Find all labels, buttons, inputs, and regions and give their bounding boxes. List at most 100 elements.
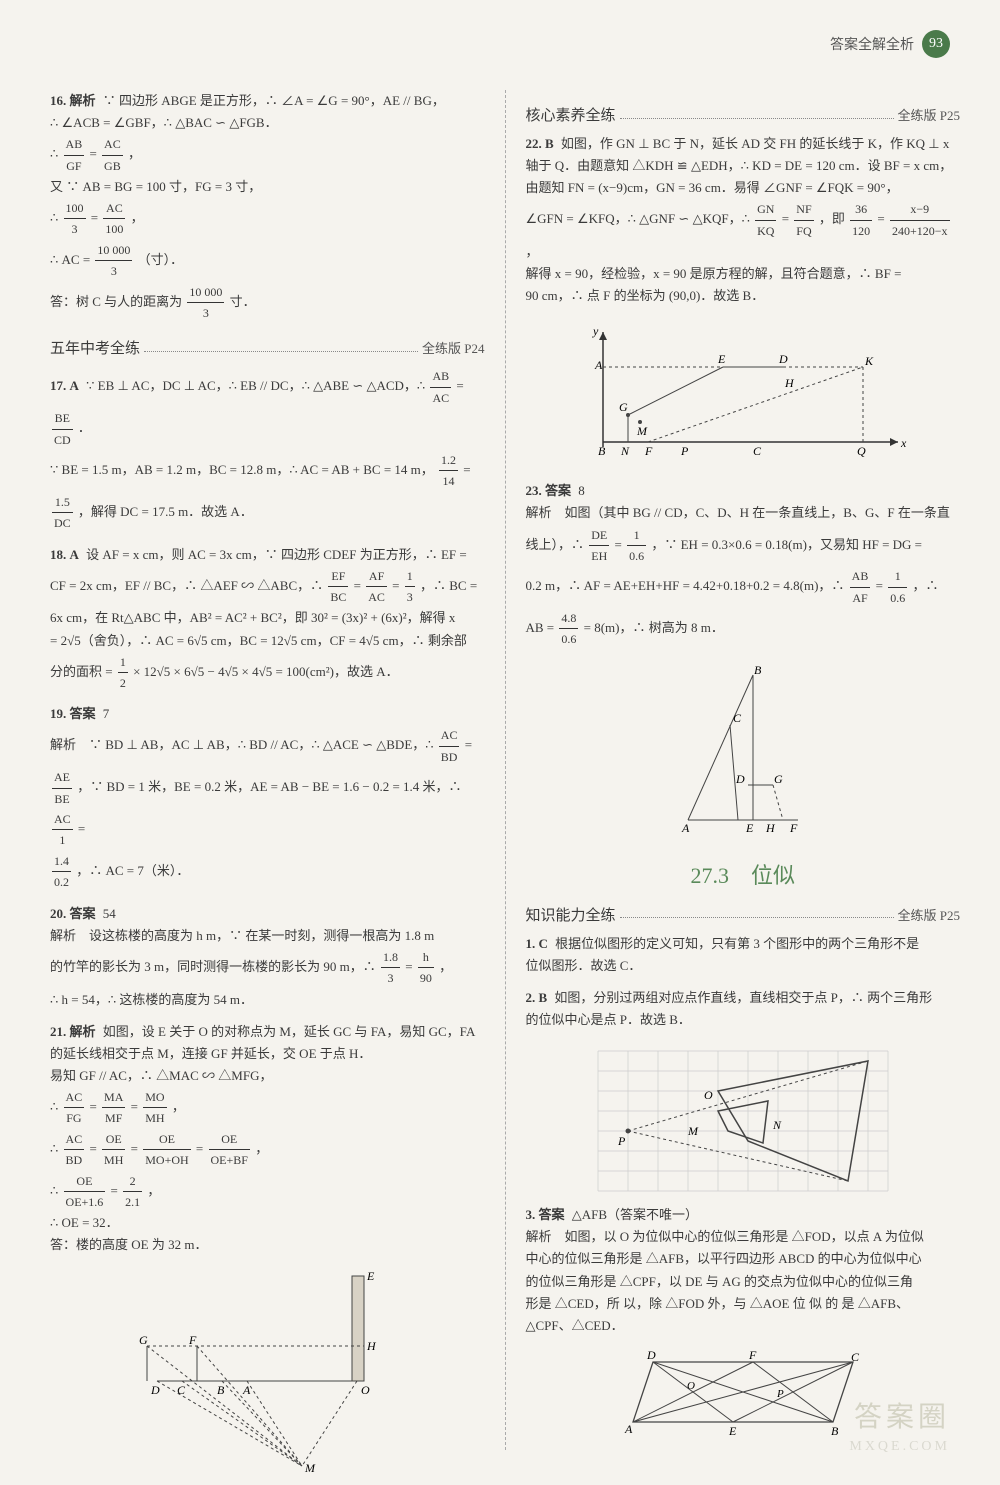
svg-text:C: C (851, 1350, 860, 1364)
q20-l2a: 的竹竿的影长为 3 m，同时测得一栋楼的影长为 90 m，∴ (50, 959, 379, 974)
secknow-ref: 全练版 P25 (898, 905, 960, 924)
q21-l4d: ， (172, 1099, 185, 1114)
svg-text:A: A (681, 821, 690, 835)
q21-l5a: ∴ (50, 1141, 62, 1156)
q18-l4: = 2√5（舍负），∴ AC = 6√5 cm，BC = 12√5 cm，CF … (50, 633, 467, 648)
svg-text:H: H (366, 1339, 377, 1353)
svg-text:Q: Q (857, 444, 866, 458)
watermark-line2: MXQE.COM (849, 1439, 950, 1455)
q19-l2c: = (78, 821, 85, 836)
q18-l2a: CF = 2x cm，EF // BC，∴ △AEF ∽ △ABC，∴ (50, 578, 326, 593)
svg-text:G: G (139, 1333, 148, 1347)
svg-text:K: K (864, 354, 874, 368)
q16-l7b: 寸． (230, 294, 256, 309)
sec5-title: 五年中考全练 (50, 337, 140, 358)
q20-l2c: ， (439, 959, 452, 974)
q22-f1: GNKQ (755, 199, 776, 241)
q21-f9: 22.1 (123, 1171, 142, 1213)
q20-f1: 1.83 (381, 947, 400, 989)
q1-l1: 根据位似图形的定义可知，只有第 3 个图形中的两个三角形不是 (555, 936, 919, 951)
q17-f4: 1.5DC (52, 492, 73, 534)
svg-text:P: P (680, 444, 689, 458)
svg-text:F: F (789, 821, 798, 835)
q21-l2: 的延长线相交于点 M，连接 GF 并延长，交 OE 于点 H． (50, 1046, 371, 1061)
svg-text:M: M (687, 1124, 699, 1138)
watermark-line1: 答案圈 (849, 1395, 950, 1435)
q22-l2: 轴于 Q．由题意知 △KDH ≌ △EDH，∴ KD = DE = 120 cm… (526, 158, 953, 173)
q23-f4: 10.6 (888, 566, 907, 608)
q17-l1b: = (456, 378, 463, 393)
chapter-27-3: 27.3 位似 (526, 858, 961, 890)
q21-l6b: = (111, 1182, 122, 1197)
question-23: 23. 答案 8 解析 如图（其中 BG // CD，C、D、H 在一条直线上，… (526, 480, 961, 650)
q23-f1: DEEH (589, 525, 609, 567)
q16-f2: ACGB (102, 134, 123, 176)
q23-l4b: = 8(m)，∴ 树高为 8 m． (584, 620, 724, 635)
question-3: 3. 答案 △AFB（答案不唯一） 解析 如图，以 O 为位似中心的位似三角形是… (526, 1204, 961, 1337)
q19-f4: 1.40.2 (52, 851, 71, 893)
q21-f1: ACFG (64, 1087, 85, 1129)
svg-text:O: O (687, 1380, 695, 1392)
secknow-dots (620, 910, 894, 918)
q18-f1: EFBC (328, 566, 348, 608)
question-17: 17. A ∵ EB ⊥ AC，DC ⊥ AC，∴ EB // DC，∴ △AB… (50, 366, 485, 533)
svg-text:B: B (831, 1424, 839, 1438)
svg-text:M: M (304, 1461, 316, 1475)
section-core: 核心素养全练 全练版 P25 (526, 104, 961, 125)
svg-text:C: C (753, 444, 762, 458)
q16-num: 16. (50, 93, 66, 108)
q23-f3: ABAF (850, 566, 871, 608)
q23-l2c: ，∵ EH = 0.3×0.6 = 0.18(m)，又易知 HF = DG = (651, 536, 922, 551)
q22-num: 22. (526, 136, 542, 151)
q23-l2b: = (615, 536, 626, 551)
q23-l2a: 线上），∴ (526, 536, 588, 551)
q3-l5: △CPF、△CED． (526, 1318, 624, 1333)
watermark: 答案圈 MXQE.COM (849, 1395, 950, 1455)
q19-f3: AC1 (52, 809, 73, 851)
svg-text:B: B (754, 663, 762, 677)
q23-l4a: AB = (526, 620, 558, 635)
secknow-title: 知识能力全练 (526, 904, 616, 925)
q20-num: 20. (50, 906, 66, 921)
q17-num: 17. (50, 378, 66, 393)
q2-num: 2. (526, 990, 536, 1005)
svg-text:E: E (717, 352, 726, 366)
q18-l2c: = (392, 578, 403, 593)
q17-f1: ABAC (430, 366, 451, 408)
page-number-badge: 93 (922, 30, 950, 58)
q17-f3: 1.214 (439, 450, 458, 492)
q19-f2: AEBE (52, 767, 72, 809)
q21-f6: OEMO+OH (143, 1129, 190, 1171)
question-20: 20. 答案 54 解析 设这栋楼的高度为 h m，∵ 在某一时刻，测得一根高为… (50, 903, 485, 1011)
q23-l3b: = (876, 578, 887, 593)
left-column: 16. 解析 ∵ 四边形 ABGE 是正方形，∴ ∠A = ∠G = 90°，A… (50, 90, 485, 1450)
diagram-q22: A E D K H G M B N F P C Q x y (573, 317, 913, 472)
diagram-q3: D F C A E B O P (593, 1347, 893, 1442)
q21-label: 解析 (70, 1024, 96, 1039)
svg-text:O: O (361, 1383, 370, 1397)
q22-l4e: ， (526, 244, 539, 259)
q16-l5c: ， (131, 210, 144, 225)
q18-l1: 设 AF = x cm，则 AC = 3x cm，∵ 四边形 CDEF 为正方形… (86, 547, 467, 562)
q22-f4: x−9240+120−x (890, 199, 950, 241)
q21-l6c: ， (147, 1182, 160, 1197)
svg-text:y: y (592, 324, 599, 338)
two-column-layout: 16. 解析 ∵ 四边形 ABGE 是正方形，∴ ∠A = ∠G = 90°，A… (50, 90, 960, 1450)
q17-l1c: ． (78, 420, 91, 435)
q21-f2: MAMF (102, 1087, 125, 1129)
diagram-q2: P O M N (588, 1041, 898, 1196)
svg-text:P: P (776, 1388, 784, 1400)
svg-text:M: M (636, 424, 648, 438)
seccore-ref: 全练版 P25 (898, 105, 960, 124)
q19-label: 答案 (70, 706, 96, 721)
q21-num: 21. (50, 1024, 66, 1039)
q21-l3: 易知 GF // AC，∴ △MAC ∽ △MFG， (50, 1068, 272, 1083)
q17-l2b: = (463, 462, 470, 477)
diagram-q23: B C D G A E H F (658, 660, 828, 840)
q16-l5a: ∴ (50, 210, 62, 225)
q23-num: 23. (526, 483, 542, 498)
svg-text:D: D (150, 1383, 160, 1397)
q16-l3a: ∴ (50, 146, 62, 161)
q17-l2a: ∵ BE = 1.5 m，AB = 1.2 m，BC = 12.8 m，∴ AC… (50, 462, 434, 477)
header-title: 答案全解全析 (830, 34, 914, 54)
